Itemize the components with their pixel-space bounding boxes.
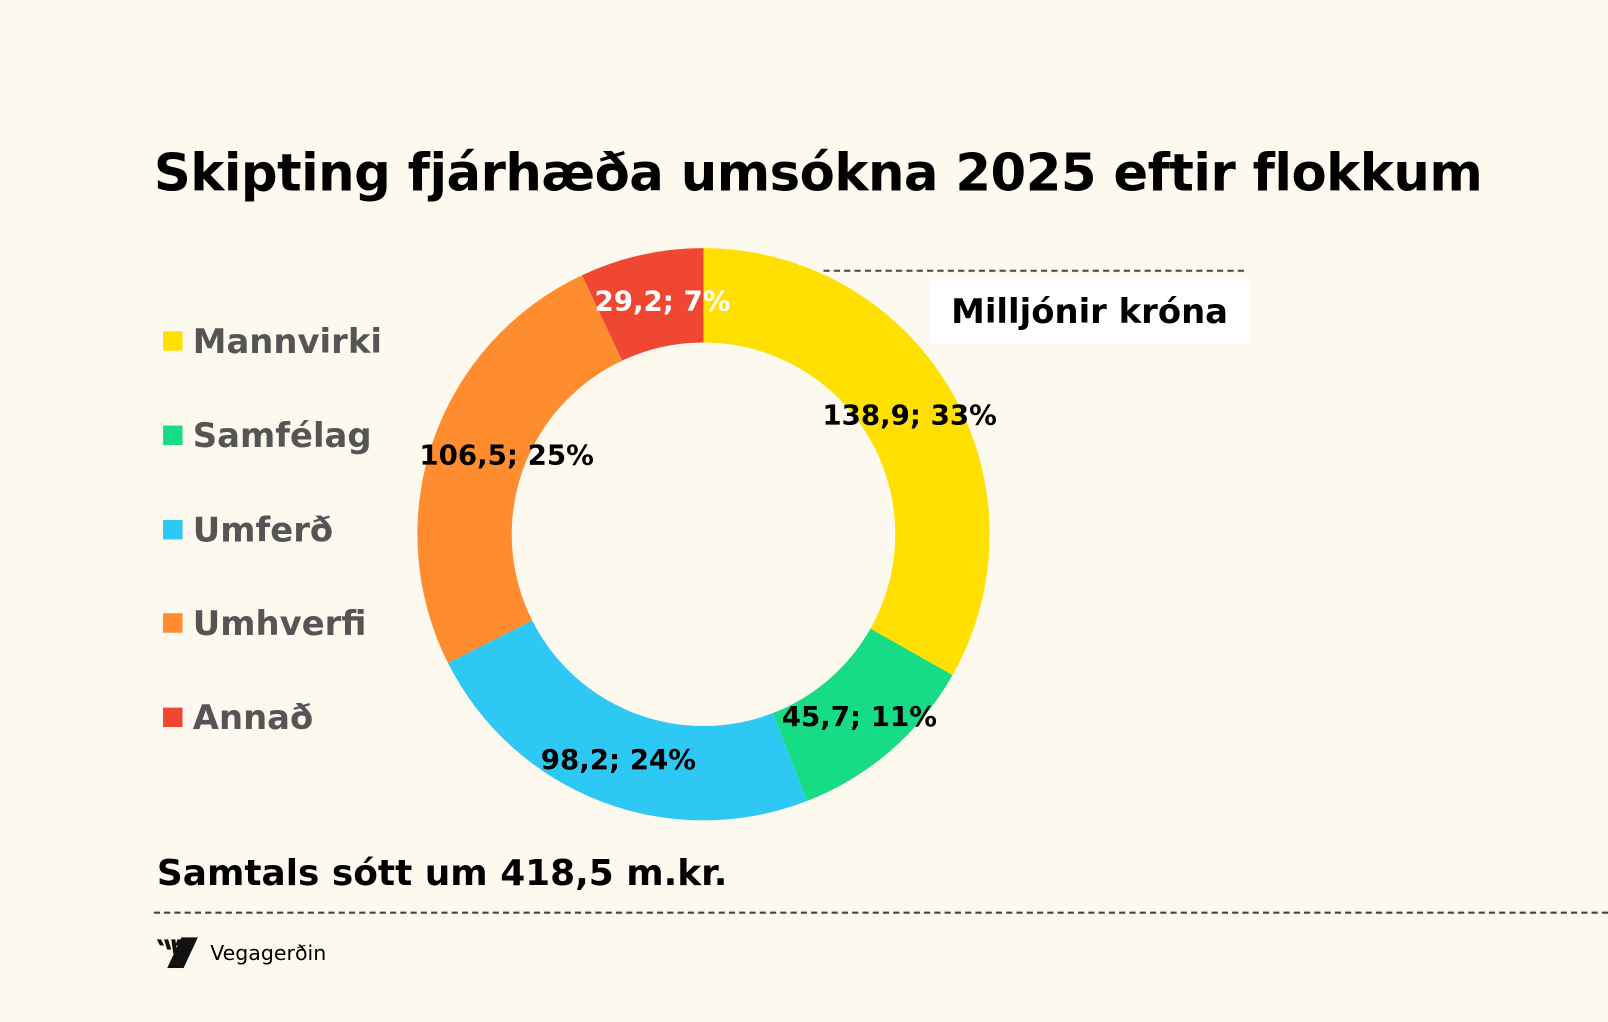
divider-bottom <box>153 911 1608 914</box>
legend-label: Umferð <box>192 509 334 550</box>
legend-swatch <box>163 519 183 540</box>
data-label: 29,2; 7% <box>594 285 730 318</box>
legend-label: Samfélag <box>192 415 372 456</box>
brand-name: Vegagerðin <box>210 940 327 965</box>
legend-swatch <box>163 331 183 351</box>
data-label: 138,9; 33% <box>822 399 996 432</box>
data-label: 106,5; 25% <box>419 439 593 472</box>
divider-top <box>823 269 1244 272</box>
legend-swatch <box>163 707 183 728</box>
legend-item: Umhverfi <box>163 603 366 643</box>
vegagerdin-logo-icon <box>156 937 198 969</box>
data-label: 45,7; 11% <box>782 700 937 733</box>
chart-title: Skipting fjárhæða umsókna 2025 eftir flo… <box>153 143 1483 204</box>
donut-slice-annað <box>582 248 704 361</box>
donut-slice-samfélag <box>772 628 953 802</box>
legend-label: Umhverfi <box>192 602 367 643</box>
legend-item: Samfélag <box>163 415 372 455</box>
legend-item: Mannvirki <box>163 321 382 361</box>
brand-logo: Vegagerðin <box>155 937 327 969</box>
legend-item: Annað <box>163 697 313 737</box>
legend-label: Mannvirki <box>192 320 382 361</box>
legend-label: Annað <box>192 697 314 738</box>
legend-swatch <box>163 613 183 633</box>
data-label: 98,2; 24% <box>541 743 696 776</box>
legend-item: Umferð <box>163 510 333 550</box>
donut-slice-umferð <box>447 620 807 821</box>
donut-slice-mannvirki <box>703 248 990 676</box>
legend-swatch <box>163 425 183 446</box>
total-text: Samtals sótt um 418,5 m.kr. <box>156 853 728 895</box>
donut-slice-umhverfi <box>417 275 623 663</box>
unit-label: Milljónir króna <box>930 278 1250 344</box>
